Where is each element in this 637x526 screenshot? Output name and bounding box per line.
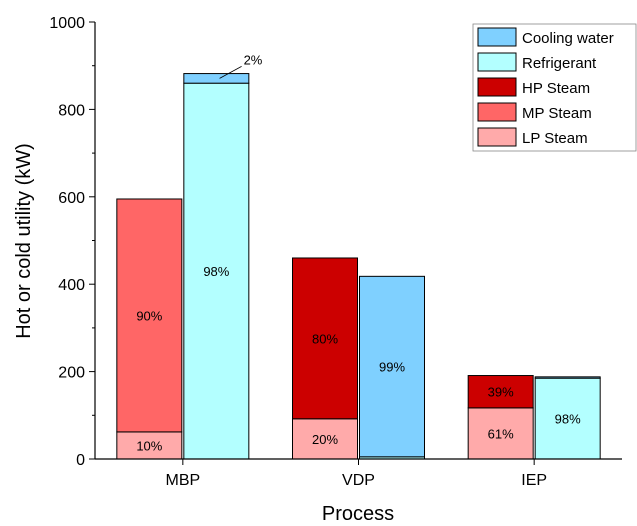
data-label-iep-hp-steam: 39% xyxy=(488,385,514,400)
y-tick-label-600: 600 xyxy=(58,190,85,207)
bar-segment-mbp-cooling-water xyxy=(183,73,250,84)
data-label-mbp-lp-steam: 10% xyxy=(136,438,162,453)
legend-swatch-hp-steam xyxy=(477,77,517,97)
bar-segment-iep-refrigerant xyxy=(534,377,601,460)
x-axis-title: Process xyxy=(322,503,394,525)
bar-segment-vdp-hp-steam xyxy=(292,257,358,420)
plot-area: 10% 90% 98% 2% 20% 80% 99% 61% 39% 98% xyxy=(116,52,601,460)
legend-swatch-cooling-water xyxy=(477,27,517,47)
y-tick-label-0: 0 xyxy=(76,452,85,469)
data-label-mbp-refrigerant: 98% xyxy=(203,264,229,279)
bar-segment-vdp-cooling-water xyxy=(359,275,425,458)
legend-entry-hp-steam: HP Steam xyxy=(522,80,590,97)
bar-segment-mbp-lp-steam xyxy=(116,431,183,460)
axes: MBP VDP IEP 0 200 400 600 800 1000 xyxy=(49,15,622,489)
y-tick-label-400: 400 xyxy=(58,277,85,294)
legend-swatch-refrigerant xyxy=(477,52,517,72)
callout-line-mbp xyxy=(219,66,242,79)
legend-swatch-lp-steam xyxy=(477,127,517,147)
legend-entry-lp-steam: LP Steam xyxy=(522,130,588,147)
data-label-iep-lp-steam: 61% xyxy=(488,426,514,441)
data-label-vdp-hp-steam: 80% xyxy=(312,331,338,346)
data-label-mbp-mp-steam: 90% xyxy=(136,308,162,323)
legend-entry-refrigerant: Refrigerant xyxy=(522,55,597,72)
bar-segment-iep-hp-steam xyxy=(467,375,534,409)
x-tick-label-vdp: VDP xyxy=(342,472,375,489)
x-tick-label-mbp: MBP xyxy=(165,472,200,489)
data-label-vdp-lp-steam: 20% xyxy=(312,432,338,447)
data-label-mbp-cooling-water: 2% xyxy=(244,52,263,67)
y-tick-label-200: 200 xyxy=(58,365,85,382)
data-label-vdp-cooling-water: 99% xyxy=(379,360,405,375)
y-tick-label-800: 800 xyxy=(58,102,85,119)
bar-segment-iep-cooling-water xyxy=(534,376,601,379)
x-tick-label-iep: IEP xyxy=(521,472,547,489)
legend-entry-mp-steam: MP Steam xyxy=(522,105,592,122)
legend: Cooling water Refrigerant HP Steam MP Steam… xyxy=(472,23,637,152)
legend-swatch-mp-steam xyxy=(477,102,517,122)
y-axis-title: Hot or cold utility (kW) xyxy=(13,143,35,339)
bar-segment-mbp-mp-steam xyxy=(116,198,183,433)
bar-segment-mbp-refrigerant xyxy=(183,82,250,460)
legend-entry-cooling-water: Cooling water xyxy=(522,30,614,47)
data-label-iep-refrigerant: 98% xyxy=(555,412,581,427)
y-tick-label-1000: 1000 xyxy=(49,15,85,32)
